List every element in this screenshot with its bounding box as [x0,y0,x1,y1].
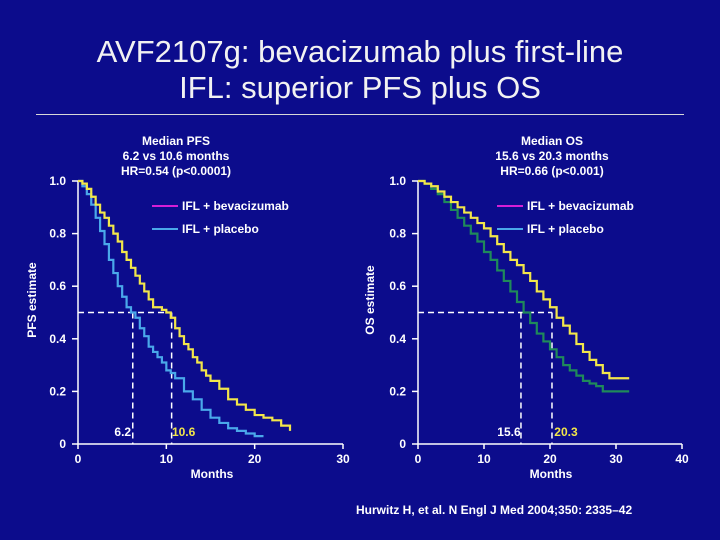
pfs-annotation-line: HR=0.54 (p<0.0001) [121,164,231,178]
os-curve-bevacizumab [418,179,630,380]
pfs-x-tick-label: 20 [248,452,262,466]
os-x-tick-label: 20 [543,452,557,466]
os-curve-placebo [418,179,630,393]
os-y-tick-label: 0.6 [389,279,406,293]
pfs-annotation-line: Median PFS [142,134,210,148]
pfs-y-tick-label: 0.8 [49,227,66,241]
os-x-tick-label: 40 [675,452,689,466]
pfs-annotation-line: 6.2 vs 10.6 months [123,149,230,163]
slide-title-line-1: AVF2107g: bevacizumab plus first-line [96,34,624,69]
pfs-curve-bevacizumab [78,179,292,431]
pfs-y-axis-title: PFS estimate [25,262,39,338]
os-y-tick-label: 0.4 [389,332,406,346]
pfs-x-axis-title: Months [191,467,234,481]
os-y-tick-label: 0.8 [389,227,406,241]
pfs-y-tick-label: 1.0 [49,174,66,188]
pfs-y-tick-label: 0.6 [49,279,66,293]
pfs-y-tick-label: 0 [59,437,66,451]
pfs-x-tick-label: 10 [160,452,174,466]
pfs-curve-placebo [78,179,264,438]
pfs-y-tick-label: 0.4 [49,332,66,346]
pfs-legend-label: IFL + placebo [182,222,259,236]
pfs-x-tick-label: 30 [336,452,350,466]
os-y-axis-title: OS estimate [363,265,377,335]
os-legend-label: IFL + placebo [527,222,604,236]
pfs-median-label: 10.6 [172,425,196,439]
slide-title: AVF2107g: bevacizumab plus first-line IF… [0,34,720,106]
title-divider [36,114,684,115]
citation: Hurwitz H, et al. N Engl J Med 2004;350:… [356,503,633,517]
pfs-y-tick-label: 0.2 [49,384,66,398]
os-median-label: 15.6 [497,425,521,439]
pfs-median-label: 6.2 [114,425,131,439]
slide-title-line-2: IFL: superior PFS plus OS [179,70,541,105]
os-x-tick-label: 0 [415,452,422,466]
os-annotation-line: HR=0.66 (p<0.001) [500,164,603,178]
os-annotation-line: Median OS [521,134,583,148]
os-y-tick-label: 1.0 [389,174,406,188]
os-x-tick-label: 10 [477,452,491,466]
os-legend-label: IFL + bevacizumab [527,199,634,213]
os-median-label: 20.3 [554,425,578,439]
pfs-x-tick-label: 0 [75,452,82,466]
os-x-tick-label: 30 [609,452,623,466]
os-x-axis-title: Months [530,467,573,481]
os-y-tick-label: 0 [399,437,406,451]
os-y-tick-label: 0.2 [389,384,406,398]
pfs-legend-label: IFL + bevacizumab [182,199,289,213]
os-annotation-line: 15.6 vs 20.3 months [495,149,609,163]
